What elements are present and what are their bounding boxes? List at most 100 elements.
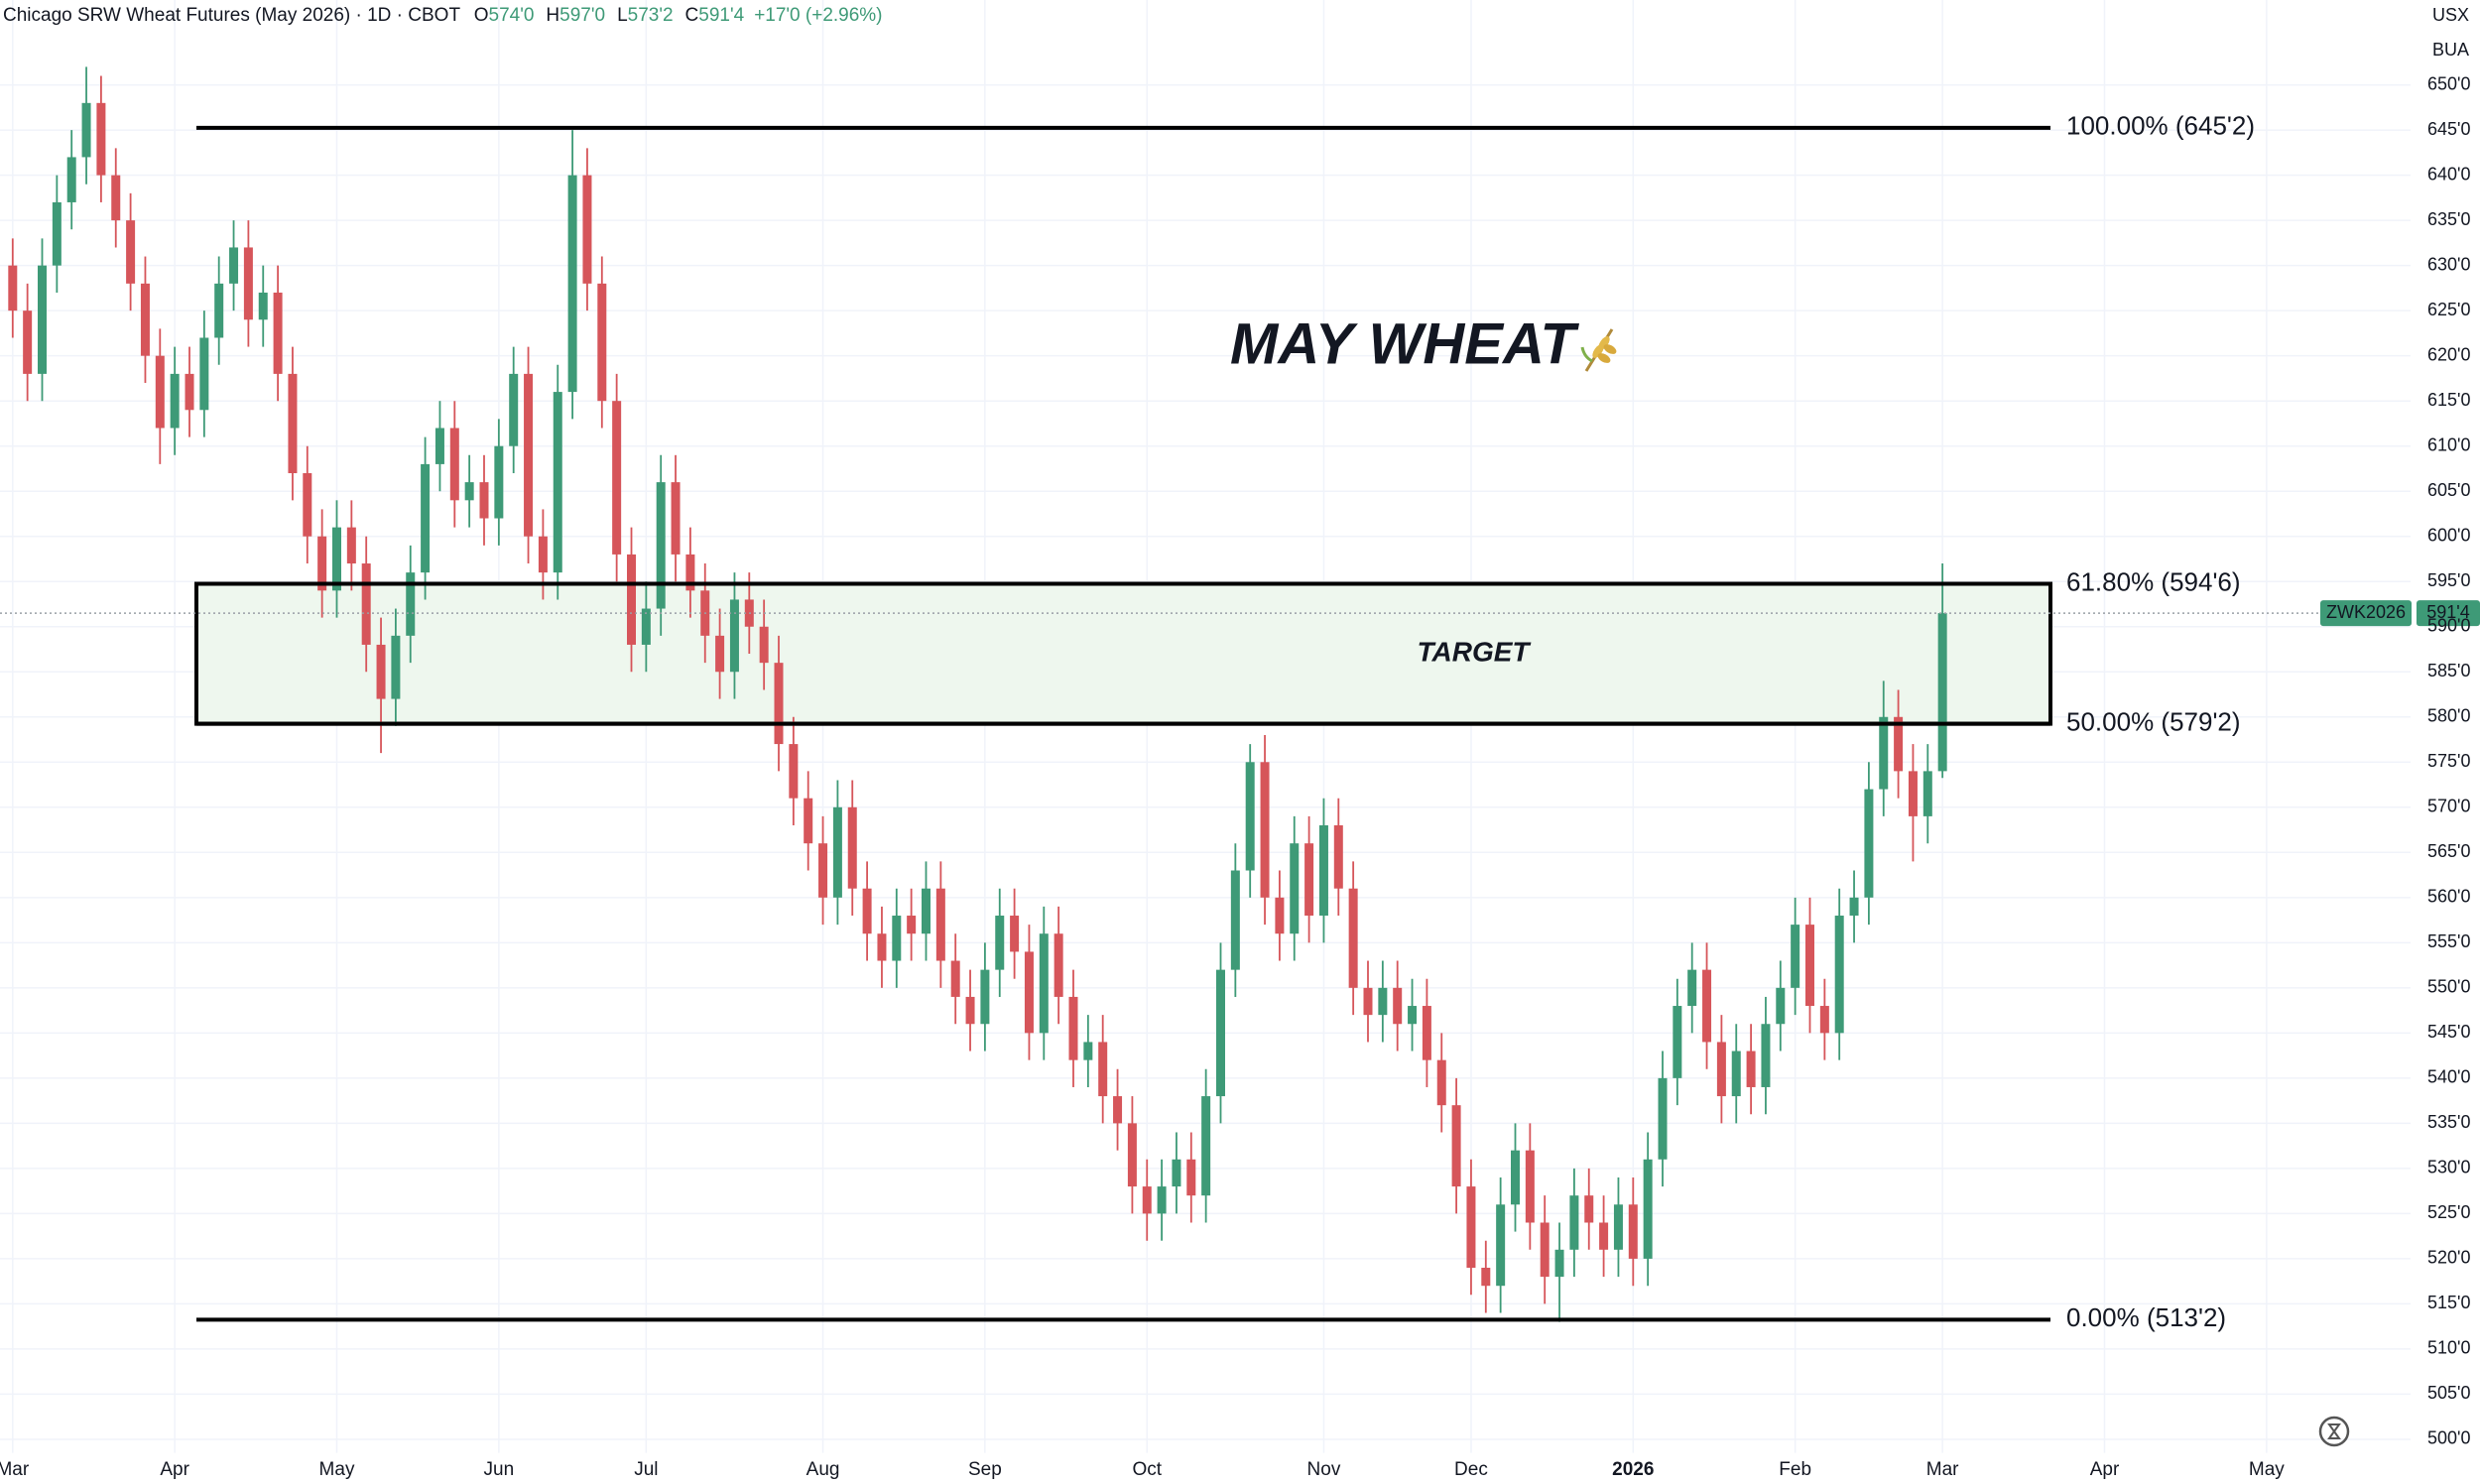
y-tick-label: 615'0 — [2427, 390, 2470, 410]
y-tick-label: 510'0 — [2427, 1338, 2470, 1358]
candle-body — [1142, 1186, 1152, 1214]
candle-body — [1511, 1150, 1520, 1205]
y-tick-label: 650'0 — [2427, 73, 2470, 93]
overlay: ZWK2026 591'4 — [0, 600, 2480, 627]
candle-body — [1525, 1150, 1535, 1223]
level-label: 0.00% (513'2) — [2066, 1302, 2226, 1332]
candle-body — [81, 102, 91, 158]
candle-body — [479, 482, 489, 519]
candle-body — [1687, 969, 1697, 1007]
candle-body — [52, 201, 62, 266]
y-tick-label: 555'0 — [2427, 931, 2470, 951]
candle-body — [1098, 1042, 1108, 1097]
candle-body — [774, 663, 784, 745]
x-tick-label: Aug — [806, 1459, 840, 1480]
x-tick-label: Apr — [2090, 1459, 2120, 1480]
candle-body — [1628, 1204, 1638, 1259]
y-tick-label: 605'0 — [2427, 480, 2470, 500]
candle-body — [1879, 716, 1889, 790]
candle-body — [38, 265, 47, 374]
y-tick-label: 585'0 — [2427, 661, 2470, 680]
y-tick-label: 625'0 — [2427, 300, 2470, 319]
x-tick-label: Feb — [1779, 1459, 1811, 1480]
candle-body — [1083, 1042, 1093, 1060]
candle-body — [464, 482, 474, 501]
candle-body — [1658, 1077, 1668, 1160]
candle-body — [303, 473, 312, 537]
candle-body — [1393, 987, 1403, 1025]
candle-body — [1186, 1159, 1196, 1196]
candle-body — [1481, 1268, 1491, 1287]
x-tick-label: 2026 — [1612, 1459, 1654, 1480]
y-tick-label: 620'0 — [2427, 344, 2470, 364]
candle-body — [346, 527, 356, 564]
candle-body — [1540, 1222, 1550, 1278]
candle-body — [995, 916, 1005, 970]
legend-key: H — [546, 5, 559, 26]
candle-body — [1599, 1222, 1609, 1250]
candle-body — [582, 175, 592, 284]
candle-body — [273, 292, 283, 374]
candle-body — [1716, 1042, 1726, 1097]
candle-body — [892, 916, 902, 961]
legend-value: 573'2 — [628, 5, 674, 26]
candle-body — [258, 292, 268, 320]
level-label: 61.80% (594'6) — [2066, 566, 2241, 596]
candle-body — [935, 888, 945, 961]
candle-body — [229, 247, 239, 284]
candle-body — [1731, 1051, 1741, 1097]
x-tick-label: Nov — [1307, 1459, 1341, 1480]
candle-body — [656, 482, 666, 609]
x-tick-label: Mar — [1926, 1459, 1959, 1480]
candle-body — [111, 175, 121, 221]
candle-body — [1260, 762, 1270, 898]
candle-body — [1554, 1249, 1564, 1278]
legend-key: O — [474, 5, 489, 26]
candle-body — [96, 102, 106, 176]
candle-body — [1702, 969, 1712, 1043]
candle-body — [1201, 1096, 1211, 1196]
candle-body — [1333, 824, 1343, 889]
candle-body — [1172, 1159, 1181, 1187]
level-label: 100.00% (645'2) — [2066, 111, 2255, 141]
candle-body — [1275, 897, 1285, 934]
candle-body — [1673, 1006, 1682, 1078]
candle-body — [1054, 933, 1063, 997]
header: Chicago SRW Wheat Futures (May 2026) · 1… — [3, 5, 883, 26]
candle-body — [907, 916, 917, 934]
candle-body — [391, 635, 401, 699]
y-tick-label: 580'0 — [2427, 706, 2470, 726]
y-tick-label: 535'0 — [2427, 1112, 2470, 1132]
x-tick-label: Apr — [160, 1459, 189, 1480]
y-tick-label: 505'0 — [2427, 1383, 2470, 1403]
candle-body — [1819, 1006, 1829, 1034]
candle-body — [1378, 987, 1388, 1016]
candle-body — [434, 428, 444, 464]
candle-body — [1408, 1006, 1418, 1025]
candle-body — [1776, 987, 1786, 1025]
candle-body — [1318, 824, 1328, 917]
candle-body — [950, 960, 960, 997]
candle-body — [862, 888, 872, 934]
zone-label: TARGET — [1417, 636, 1532, 667]
candle-body — [1761, 1024, 1771, 1087]
candle-body — [23, 310, 33, 374]
candle-body — [641, 608, 651, 645]
candle-body — [1849, 897, 1859, 917]
y-tick-label: 540'0 — [2427, 1067, 2470, 1087]
candle-body — [789, 744, 799, 799]
candle-body — [804, 798, 813, 844]
candle-body — [538, 536, 548, 573]
candle-body — [1363, 987, 1373, 1016]
clock-icon[interactable] — [2318, 1416, 2350, 1447]
candle-body — [288, 373, 298, 474]
price-label: 591'4 — [2426, 602, 2469, 622]
candle-body — [449, 428, 459, 501]
candle-body — [1348, 888, 1358, 988]
y-tick-label: 565'0 — [2427, 841, 2470, 861]
y-tick-label: 640'0 — [2427, 164, 2470, 184]
symbol-label: ZWK2026 — [2326, 602, 2406, 622]
candle-body — [1039, 933, 1049, 1034]
y-tick-label: 515'0 — [2427, 1293, 2470, 1312]
